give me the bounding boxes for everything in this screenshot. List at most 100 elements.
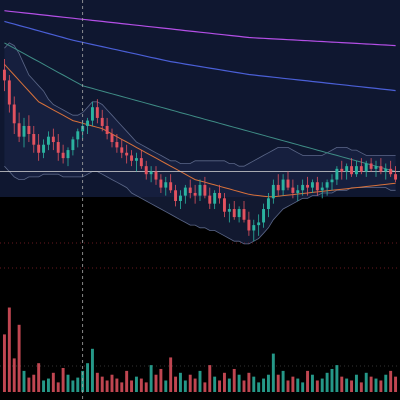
volume-bar [266, 374, 270, 392]
volume-bar [27, 377, 31, 392]
volume-bar [110, 374, 114, 392]
candle-body [159, 179, 163, 188]
volume-bar [7, 307, 11, 392]
candle-body [281, 179, 285, 191]
volume-bar [105, 380, 109, 392]
volume-bar [340, 376, 344, 392]
candle-body [271, 184, 275, 199]
volume-bar [174, 376, 178, 392]
candle-body [364, 163, 368, 172]
volume-bar [208, 365, 212, 392]
candle-body [369, 163, 373, 169]
candle-body [359, 166, 363, 172]
volume-bar [178, 372, 182, 392]
candle-body [237, 209, 241, 218]
candle-body [296, 190, 300, 193]
volume-bar [198, 370, 202, 392]
volume-bar [237, 374, 241, 392]
volume-bar [320, 378, 324, 392]
candle-body [32, 134, 36, 145]
candle-body [208, 195, 212, 204]
volume-bar [37, 363, 41, 392]
candle-body [139, 158, 143, 167]
candle-body [222, 198, 226, 212]
ma-purple-line [4, 10, 396, 47]
volume-bar [32, 374, 36, 392]
volume-bar [271, 353, 275, 392]
candle-body [27, 125, 31, 134]
candle-body [2, 69, 6, 81]
candle-body [232, 209, 236, 218]
candle-body [100, 117, 104, 126]
candle-body [149, 171, 153, 175]
volume-bar [335, 365, 339, 392]
volume-bar [86, 363, 90, 392]
candle-body [51, 136, 55, 143]
volume-bar [46, 378, 50, 392]
volume-bar [325, 372, 329, 392]
volume-bar [22, 370, 26, 392]
candle-body [174, 190, 178, 201]
candle-body [242, 209, 246, 220]
candle-body [218, 192, 222, 199]
volume-bar [227, 378, 231, 392]
volume-bar [222, 372, 226, 392]
volume-bar [2, 334, 6, 392]
volume-bar [364, 372, 368, 392]
ma-blue-line [4, 20, 396, 92]
candle-body [90, 107, 94, 121]
candle-body [213, 192, 217, 204]
volume-bar [350, 380, 354, 392]
volume-bar [203, 382, 207, 392]
volume-bar [301, 382, 305, 392]
candle-body [198, 184, 202, 196]
volume-bar [169, 357, 173, 392]
volume-bar [115, 378, 119, 392]
candle-body [71, 139, 75, 151]
volume-bar [90, 348, 94, 392]
candle-body [188, 187, 192, 193]
candle-body [262, 209, 266, 223]
volume-bar [232, 368, 236, 392]
candle-body [335, 168, 339, 180]
candle-body [320, 187, 324, 191]
candle-body [325, 182, 329, 188]
volume-bar [95, 372, 99, 392]
candle-body [56, 142, 60, 153]
candle-body [46, 136, 50, 145]
candle-body [144, 166, 148, 175]
candle-body [115, 142, 119, 148]
candle-body [130, 155, 134, 161]
bollinger-upper-line [4, 42, 396, 167]
volume-bar [281, 370, 285, 392]
candle-body [66, 150, 70, 159]
volume-bar [315, 380, 319, 392]
candle-body [340, 168, 344, 172]
volume-bar [359, 382, 363, 392]
volume-bar [125, 370, 129, 392]
volume-bar [379, 380, 383, 392]
volume-bar [247, 372, 251, 392]
candle-body [286, 179, 290, 188]
candle-body [86, 120, 90, 126]
volume-bar [374, 378, 378, 392]
candle-body [384, 168, 388, 172]
volume-bar [66, 374, 70, 392]
volume-bar [56, 382, 60, 392]
candle-body [330, 179, 334, 183]
volume-bar [149, 365, 153, 392]
candle-body [76, 131, 80, 140]
volume-bar [218, 380, 222, 392]
volume-bar [345, 378, 349, 392]
candle-body [379, 166, 383, 172]
candle-body [350, 166, 354, 175]
candle-body [291, 187, 295, 193]
volume-bar [134, 376, 138, 392]
candle-body [105, 125, 109, 134]
candle-body [12, 104, 16, 124]
candle-body [394, 174, 398, 180]
volume-bar [12, 358, 16, 392]
candle-body [247, 219, 251, 231]
